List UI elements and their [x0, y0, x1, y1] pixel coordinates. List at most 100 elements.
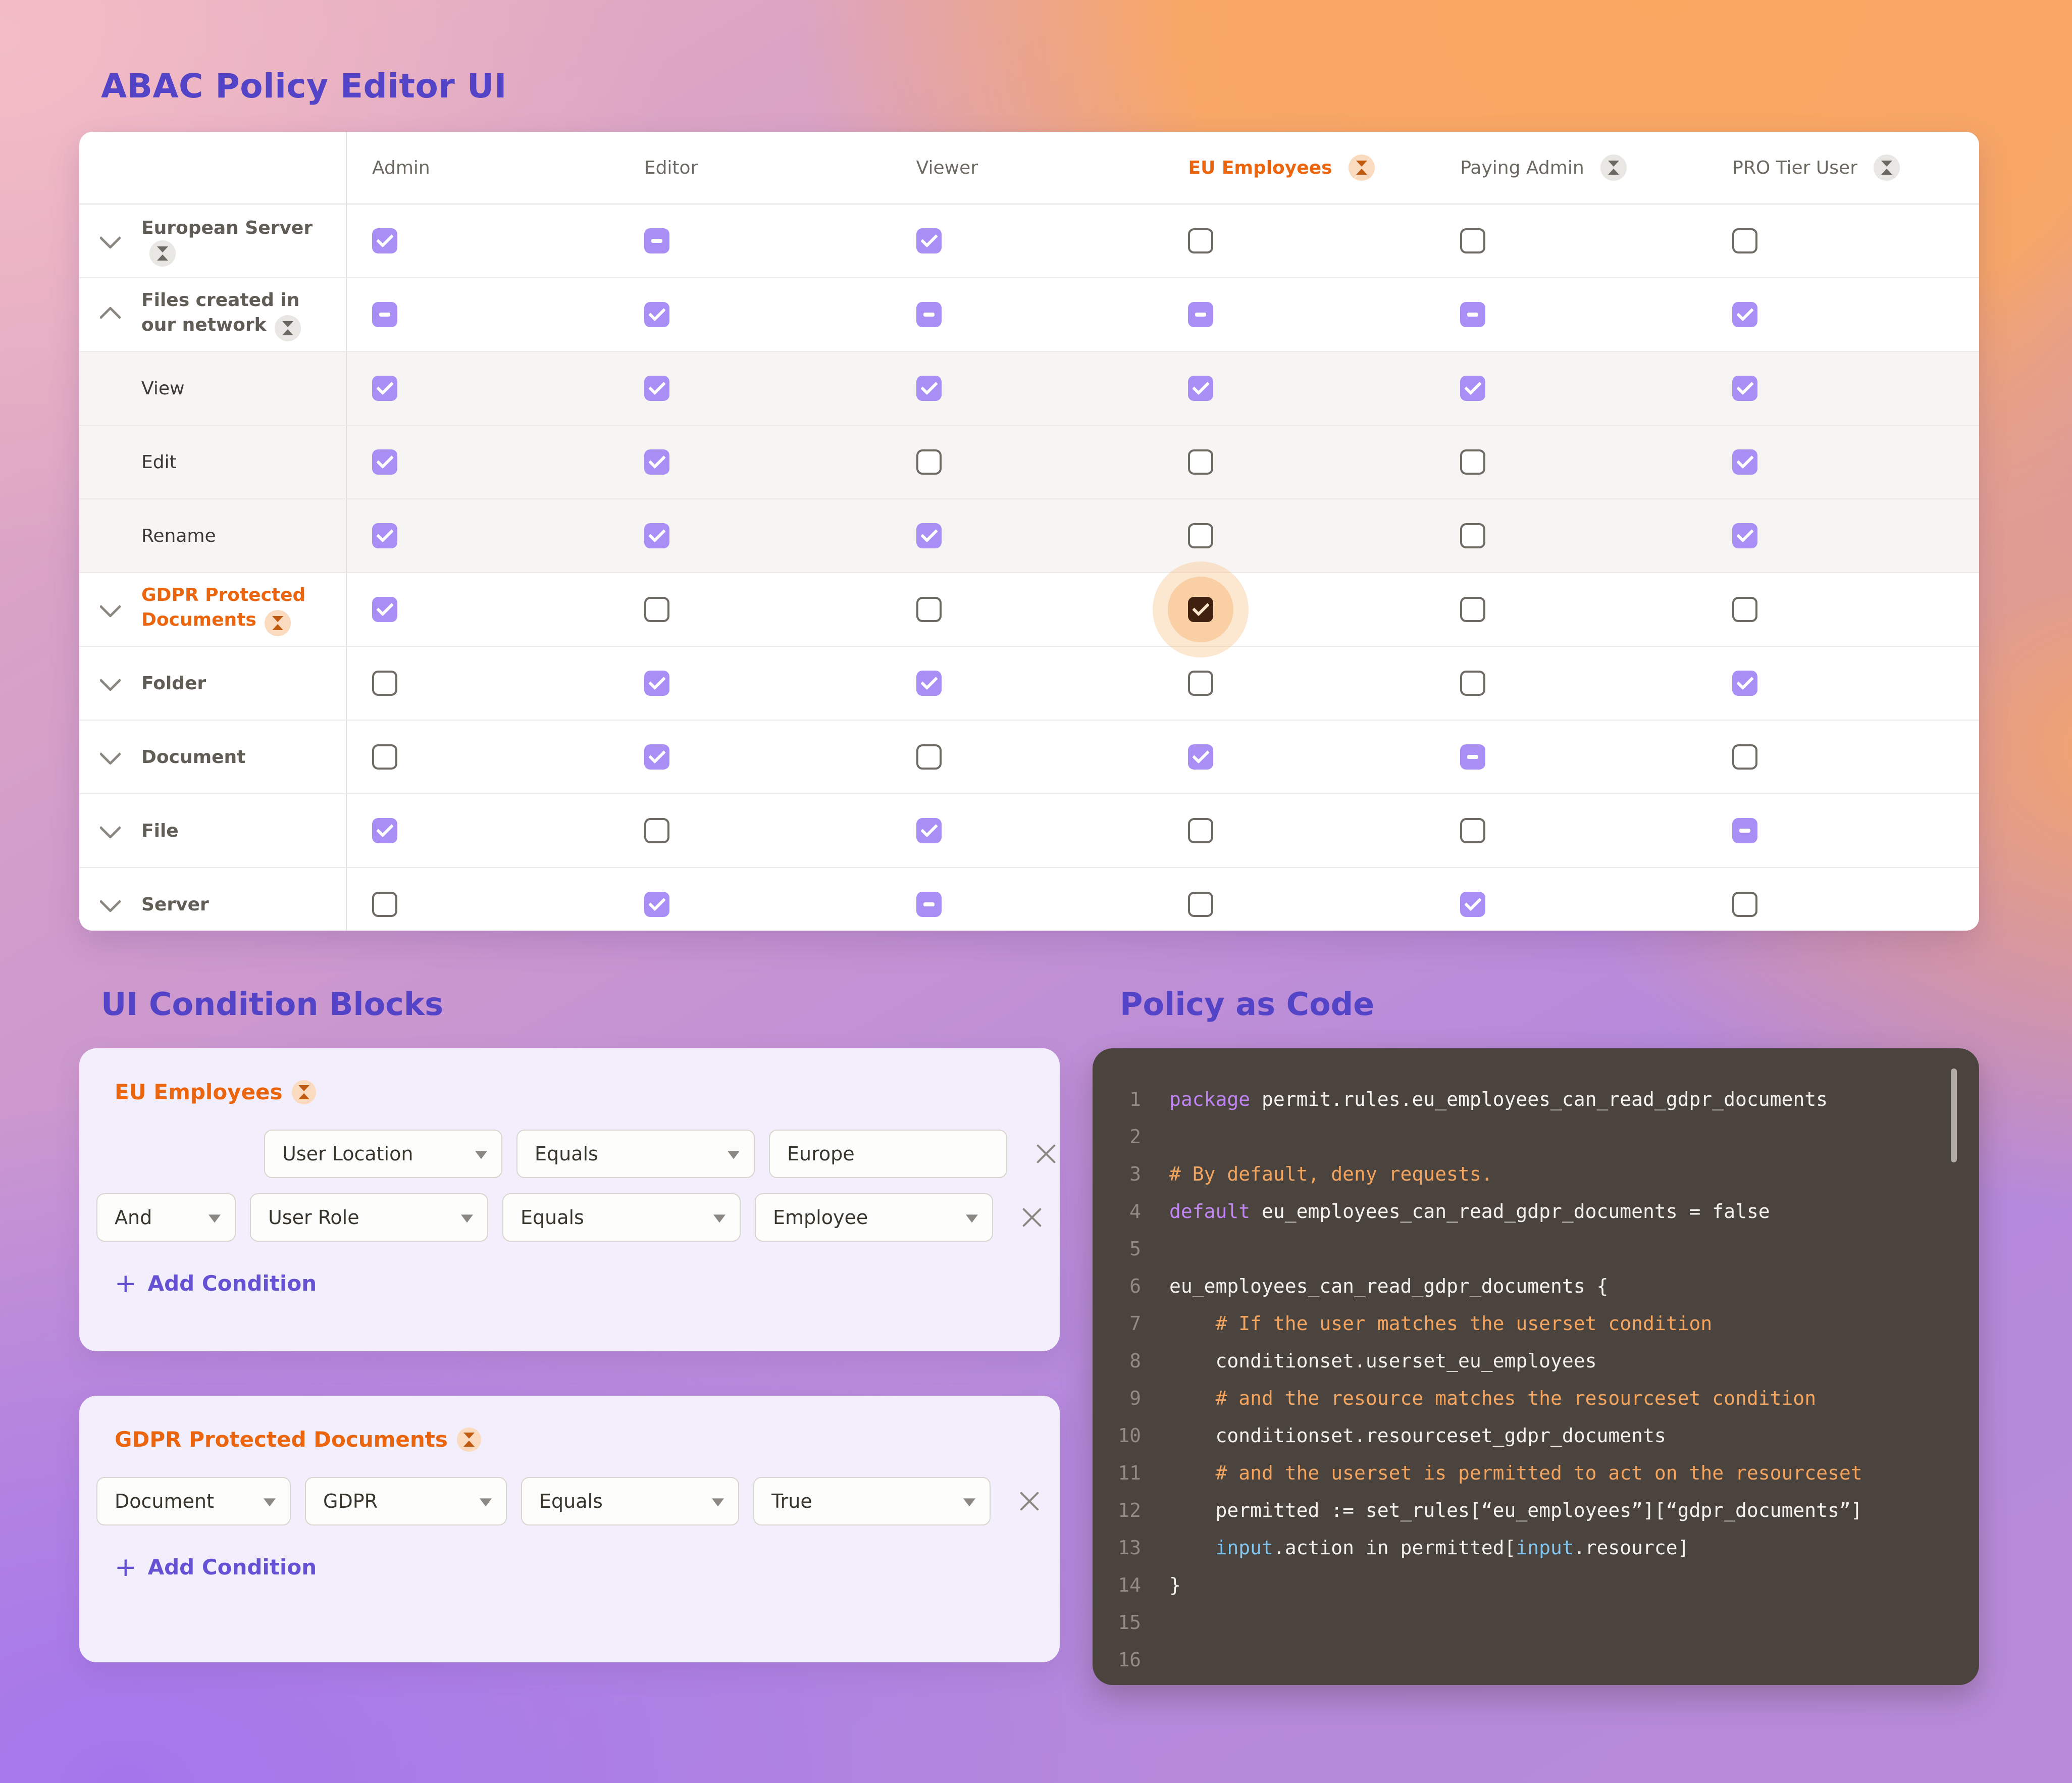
permission-checkbox-checked[interactable]: [916, 523, 942, 548]
permission-checkbox-checked[interactable]: [372, 818, 397, 843]
chevron-up-icon[interactable]: [99, 306, 122, 329]
permission-checkbox-unchecked[interactable]: [1188, 523, 1214, 548]
permission-checkbox-checked[interactable]: [1732, 523, 1758, 548]
permission-checkbox-checked[interactable]: [644, 302, 669, 327]
logic-operator-select[interactable]: And: [96, 1193, 236, 1242]
chevron-down-icon[interactable]: [99, 595, 122, 618]
remove-condition-button[interactable]: [1034, 1142, 1058, 1165]
permission-checkbox-checked[interactable]: [1732, 671, 1758, 696]
permission-checkbox-checked[interactable]: [1732, 376, 1758, 401]
permission-checkbox-unchecked[interactable]: [916, 449, 942, 475]
chevron-down-icon[interactable]: [99, 817, 122, 839]
permission-checkbox-checked[interactable]: [372, 228, 397, 253]
permission-checkbox-checked[interactable]: [916, 228, 942, 253]
matrix-cell: [1163, 794, 1435, 867]
condition-operator-select[interactable]: Equals: [516, 1130, 755, 1178]
code-scrollbar[interactable]: [1951, 1068, 1957, 1162]
row-label: Document: [141, 746, 246, 768]
chevron-down-icon: [713, 1214, 726, 1223]
permission-checkbox-checked[interactable]: [644, 523, 669, 548]
permission-checkbox-indeterminate[interactable]: [1188, 302, 1214, 327]
permission-checkbox-checked[interactable]: [644, 671, 669, 696]
permission-checkbox-unchecked[interactable]: [372, 744, 397, 770]
remove-condition-button[interactable]: [1018, 1490, 1041, 1513]
permission-checkbox-unchecked[interactable]: [1188, 228, 1214, 253]
condition-row: And User Role Equals Employee: [96, 1193, 1060, 1242]
permission-checkbox-checked[interactable]: [372, 449, 397, 475]
code-token: eu_employees_can_read_gdpr_documents = f…: [1262, 1200, 1770, 1222]
condition-attribute-select[interactable]: User Role: [250, 1193, 488, 1242]
permission-checkbox-highlighted[interactable]: [1188, 597, 1214, 622]
field-value: Equals: [539, 1490, 603, 1512]
permission-checkbox-unchecked[interactable]: [372, 892, 397, 917]
permission-checkbox-indeterminate[interactable]: [1732, 818, 1758, 843]
permission-checkbox-unchecked[interactable]: [1460, 597, 1486, 622]
permission-checkbox-checked[interactable]: [1188, 376, 1214, 401]
permission-checkbox-checked[interactable]: [372, 523, 397, 548]
permission-checkbox-indeterminate[interactable]: [644, 228, 669, 253]
permission-checkbox-indeterminate[interactable]: [1460, 744, 1486, 770]
permission-checkbox-checked[interactable]: [916, 376, 942, 401]
condition-value-input[interactable]: Europe: [769, 1130, 1007, 1178]
matrix-cell: [1707, 868, 1979, 931]
condition-operator-select[interactable]: GDPR: [305, 1477, 507, 1525]
condition-attribute-select[interactable]: Document: [96, 1477, 291, 1525]
permission-checkbox-unchecked[interactable]: [1460, 523, 1486, 548]
chevron-down-icon[interactable]: [99, 669, 122, 692]
permission-checkbox-unchecked[interactable]: [916, 744, 942, 770]
permission-checkbox-indeterminate[interactable]: [916, 302, 942, 327]
permission-checkbox-unchecked[interactable]: [1188, 671, 1214, 696]
permission-checkbox-unchecked[interactable]: [1460, 671, 1486, 696]
permission-checkbox-unchecked[interactable]: [1732, 744, 1758, 770]
permission-checkbox-unchecked[interactable]: [1460, 818, 1486, 843]
permission-checkbox-checked[interactable]: [916, 818, 942, 843]
chevron-down-icon[interactable]: [99, 890, 122, 913]
code-token: package: [1169, 1088, 1262, 1110]
line-number: 7: [1129, 1312, 1141, 1335]
permission-checkbox-unchecked[interactable]: [1188, 449, 1214, 475]
permission-checkbox-checked[interactable]: [1460, 892, 1486, 917]
condition-value-select[interactable]: Equals: [521, 1477, 739, 1525]
permission-checkbox-indeterminate[interactable]: [916, 892, 942, 917]
chevron-down-icon[interactable]: [99, 743, 122, 766]
permission-checkbox-checked[interactable]: [1732, 449, 1758, 475]
permission-checkbox-checked[interactable]: [644, 744, 669, 770]
permission-checkbox-unchecked[interactable]: [916, 597, 942, 622]
matrix-cell: [1707, 573, 1979, 646]
permission-checkbox-checked[interactable]: [644, 376, 669, 401]
condition-attribute-select[interactable]: User Location: [264, 1130, 502, 1178]
permission-checkbox-unchecked[interactable]: [1732, 892, 1758, 917]
permission-checkbox-checked[interactable]: [644, 449, 669, 475]
permission-checkbox-unchecked[interactable]: [644, 597, 669, 622]
condition-value-select[interactable]: True: [753, 1477, 991, 1525]
condition-value-select[interactable]: Employee: [755, 1193, 993, 1242]
hourglass-badge-icon: [291, 1080, 316, 1104]
chevron-down-icon[interactable]: [99, 227, 122, 249]
permission-checkbox-unchecked[interactable]: [1732, 228, 1758, 253]
permission-checkbox-unchecked[interactable]: [1732, 597, 1758, 622]
condition-rows: User Location Equals Europe And User Role Equ…: [79, 1104, 1060, 1242]
permission-checkbox-checked[interactable]: [372, 376, 397, 401]
permission-checkbox-unchecked[interactable]: [1460, 228, 1486, 253]
column-header-label: EU Employees: [1188, 157, 1332, 178]
permission-checkbox-unchecked[interactable]: [1188, 892, 1214, 917]
permission-checkbox-checked[interactable]: [644, 892, 669, 917]
permission-checkbox-unchecked[interactable]: [1188, 818, 1214, 843]
code-text: conditionset.resourceset_gdpr_documents: [1169, 1424, 1666, 1447]
permission-checkbox-unchecked[interactable]: [644, 818, 669, 843]
permission-checkbox-indeterminate[interactable]: [1460, 302, 1486, 327]
permission-checkbox-checked[interactable]: [1732, 302, 1758, 327]
permission-checkbox-checked[interactable]: [1188, 744, 1214, 770]
permission-checkbox-indeterminate[interactable]: [372, 302, 397, 327]
add-condition-button[interactable]: + Add Condition: [115, 1270, 1060, 1297]
permission-checkbox-unchecked[interactable]: [372, 671, 397, 696]
permission-checkbox-checked[interactable]: [372, 597, 397, 622]
permission-checkbox-unchecked[interactable]: [1460, 449, 1486, 475]
permission-checkbox-checked[interactable]: [1460, 376, 1486, 401]
remove-condition-button[interactable]: [1020, 1206, 1044, 1229]
code-line: 13 input.action in permitted[input.resou…: [1093, 1529, 1979, 1566]
permission-checkbox-checked[interactable]: [916, 671, 942, 696]
condition-operator-select[interactable]: Equals: [502, 1193, 741, 1242]
hourglass-icon: [272, 616, 284, 631]
add-condition-button[interactable]: + Add Condition: [115, 1554, 1060, 1581]
